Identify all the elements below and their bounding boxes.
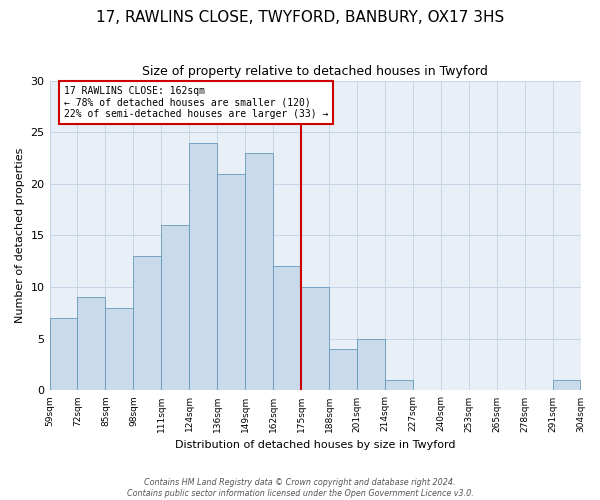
Bar xyxy=(77,298,106,390)
Bar xyxy=(133,256,161,390)
Bar xyxy=(161,225,189,390)
Y-axis label: Number of detached properties: Number of detached properties xyxy=(15,148,25,323)
Bar xyxy=(301,287,329,391)
Bar xyxy=(329,349,357,391)
Bar xyxy=(189,142,217,390)
Bar xyxy=(357,339,385,390)
Title: Size of property relative to detached houses in Twyford: Size of property relative to detached ho… xyxy=(142,65,488,78)
X-axis label: Distribution of detached houses by size in Twyford: Distribution of detached houses by size … xyxy=(175,440,455,450)
Bar xyxy=(217,174,245,390)
Text: 17 RAWLINS CLOSE: 162sqm
← 78% of detached houses are smaller (120)
22% of semi-: 17 RAWLINS CLOSE: 162sqm ← 78% of detach… xyxy=(64,86,328,119)
Bar xyxy=(50,318,77,390)
Bar xyxy=(553,380,580,390)
Text: Contains HM Land Registry data © Crown copyright and database right 2024.
Contai: Contains HM Land Registry data © Crown c… xyxy=(127,478,473,498)
Bar xyxy=(273,266,301,390)
Bar xyxy=(106,308,133,390)
Bar xyxy=(385,380,413,390)
Bar xyxy=(245,153,273,390)
Text: 17, RAWLINS CLOSE, TWYFORD, BANBURY, OX17 3HS: 17, RAWLINS CLOSE, TWYFORD, BANBURY, OX1… xyxy=(96,10,504,25)
